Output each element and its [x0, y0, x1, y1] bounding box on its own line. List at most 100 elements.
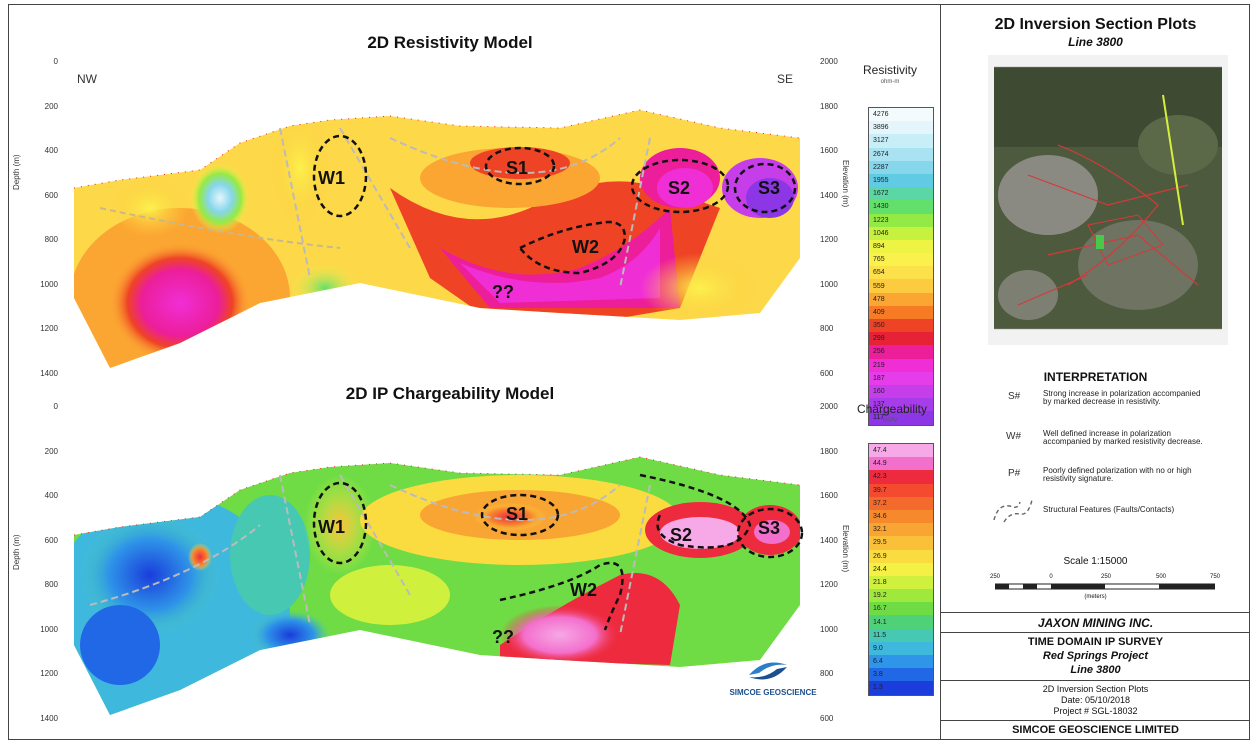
scale-entry: 256 — [869, 345, 933, 359]
axis-tick-label: 1800 — [820, 446, 838, 456]
axis-tick-label: 0 — [53, 57, 58, 66]
scale-value: 137 — [873, 401, 885, 409]
scale-value: 1672 — [873, 190, 889, 198]
chargeability-section — [73, 456, 804, 715]
scale-unit: (meters) — [1084, 594, 1107, 600]
chargeability-color-scale: 47.4 44.9 42.3 39.7 37.2 34.6 32.1 29.5 26.9 24.4… — [868, 443, 934, 696]
scale-entry: 765 — [869, 253, 933, 267]
axis-tick-label: 1800 — [820, 101, 838, 111]
scale-entry: 1430 — [869, 200, 933, 214]
scale-value: 299 — [873, 335, 885, 343]
scale-value: 34.6 — [873, 513, 887, 521]
scale-entry: 44.9 — [869, 457, 933, 471]
axis-tick-label: 800 — [44, 235, 58, 245]
scale-tick-label: 250 — [1100, 574, 1111, 580]
scale-value: 16.7 — [873, 605, 887, 613]
chg-annotation-s3: S3 — [758, 518, 781, 538]
scale-entry: 478 — [869, 292, 933, 306]
scale-value: 2674 — [873, 150, 889, 158]
annotation-s3: S3 — [758, 178, 781, 198]
resistivity-title: 2D Resistivity Model — [367, 33, 533, 52]
direction-nw: NW — [77, 72, 97, 86]
scale-value: 26.9 — [873, 552, 887, 560]
sheet-frame — [8, 4, 1250, 740]
interp-text-structural: Structural Features (Faults/Contacts) — [1043, 505, 1175, 514]
chg-annotation-w1: W1 — [318, 517, 345, 537]
interp-key-s: S# — [1008, 391, 1021, 402]
resistivity-legend-title: Resistivity — [862, 63, 917, 77]
scale-tick-label: 0 — [1049, 574, 1053, 580]
chg-annotation-s2: S2 — [670, 525, 693, 545]
axis-tick-label: 1400 — [40, 714, 58, 723]
scale-entry: 19.2 — [869, 589, 933, 603]
title-block-line — [941, 632, 1250, 633]
scale-value: 2287 — [873, 163, 889, 171]
scale-value: 187 — [873, 374, 885, 382]
scale-value: 39.7 — [873, 486, 887, 494]
scale-entry: 187 — [869, 371, 933, 385]
scale-value: 14.1 — [873, 618, 887, 626]
scale-value: 350 — [873, 322, 885, 330]
chargeability-legend-unit: mV/V — [882, 418, 898, 424]
scale-value: 478 — [873, 295, 885, 303]
structural-feature-icon — [993, 499, 1033, 523]
scale-value: 6.4 — [873, 658, 883, 666]
scale-entry: 32.1 — [869, 523, 933, 537]
scale-entry: 37.2 — [869, 496, 933, 510]
interp-key-p: P# — [1008, 468, 1021, 479]
scale-entry: 47.4 — [869, 444, 933, 458]
scale-value: 29.5 — [873, 539, 887, 547]
doc-title: 2D Inversion Section Plots — [1042, 684, 1149, 694]
scale-entry: 559 — [869, 279, 933, 293]
axis-tick-label: 800 — [44, 580, 58, 590]
scale-entry: 3896 — [869, 121, 933, 135]
scale-value: 3127 — [873, 137, 889, 145]
scale-value: 32.1 — [873, 526, 887, 534]
scale-entry: 160 — [869, 384, 933, 399]
scale-entry: 350 — [869, 319, 933, 333]
scale-value: 117 — [873, 414, 885, 422]
scale-label: Scale 1:15000 — [1063, 556, 1128, 567]
axis-tick-label: 600 — [44, 535, 58, 545]
scale-value: 3.8 — [873, 671, 883, 679]
scale-entry: 14.1 — [869, 615, 933, 629]
axis-tick-label: 200 — [44, 446, 58, 456]
interp-text-w: Well defined increase in polarization ac… — [1043, 429, 1203, 446]
title-block-line — [941, 720, 1250, 721]
axis-tick-label: 800 — [820, 669, 834, 679]
panel-title: 2D Inversion Section Plots — [994, 16, 1197, 33]
chg-annotation-s1: S1 — [506, 504, 529, 524]
scale-entry: 1955 — [869, 173, 933, 188]
interp-text-s: Strong increase in polarization accompan… — [1043, 389, 1201, 406]
scale-value: 765 — [873, 256, 885, 264]
scale-value: 1046 — [873, 229, 889, 237]
scale-value: 3896 — [873, 124, 889, 132]
axis-tick-label: 1000 — [820, 279, 838, 289]
scale-entry: 2674 — [869, 147, 933, 161]
scale-value: 256 — [873, 348, 885, 356]
scale-value: 42.3 — [873, 473, 887, 481]
scale-value: 1.3 — [873, 684, 883, 692]
scale-entry: 1672 — [869, 187, 933, 201]
scale-tick-label: 750 — [1209, 574, 1220, 580]
scale-value: 9.0 — [873, 644, 883, 652]
axis-tick-label: 1600 — [820, 146, 838, 156]
title-block-line — [941, 680, 1250, 681]
resistivity-section — [73, 109, 801, 368]
scale-entry: 409 — [869, 305, 933, 319]
interp-text-p: Poorly defined polarization with no or h… — [1043, 466, 1192, 483]
scale-value: 160 — [873, 388, 885, 396]
scale-entry: 24.4 — [869, 562, 933, 576]
resistivity-color-scale: 4276 3896 3127 2674 2287 1955 1672 1430 1223 1046… — [868, 107, 934, 426]
axis-tick-label: 1400 — [820, 535, 838, 545]
scale-entry: 137 — [869, 398, 933, 412]
scale-value: 219 — [873, 361, 885, 369]
scale-value: 4276 — [873, 111, 889, 119]
scale-value: 654 — [873, 269, 885, 277]
axis-tick-label: 1400 — [820, 190, 838, 200]
scale-entry: 4276 — [869, 108, 933, 122]
scale-value: 47.4 — [873, 447, 887, 455]
axis-tick-label: 1200 — [820, 580, 838, 590]
axis-tick-label: 1000 — [40, 279, 58, 289]
scale-tick-label: 250 — [989, 574, 1000, 580]
